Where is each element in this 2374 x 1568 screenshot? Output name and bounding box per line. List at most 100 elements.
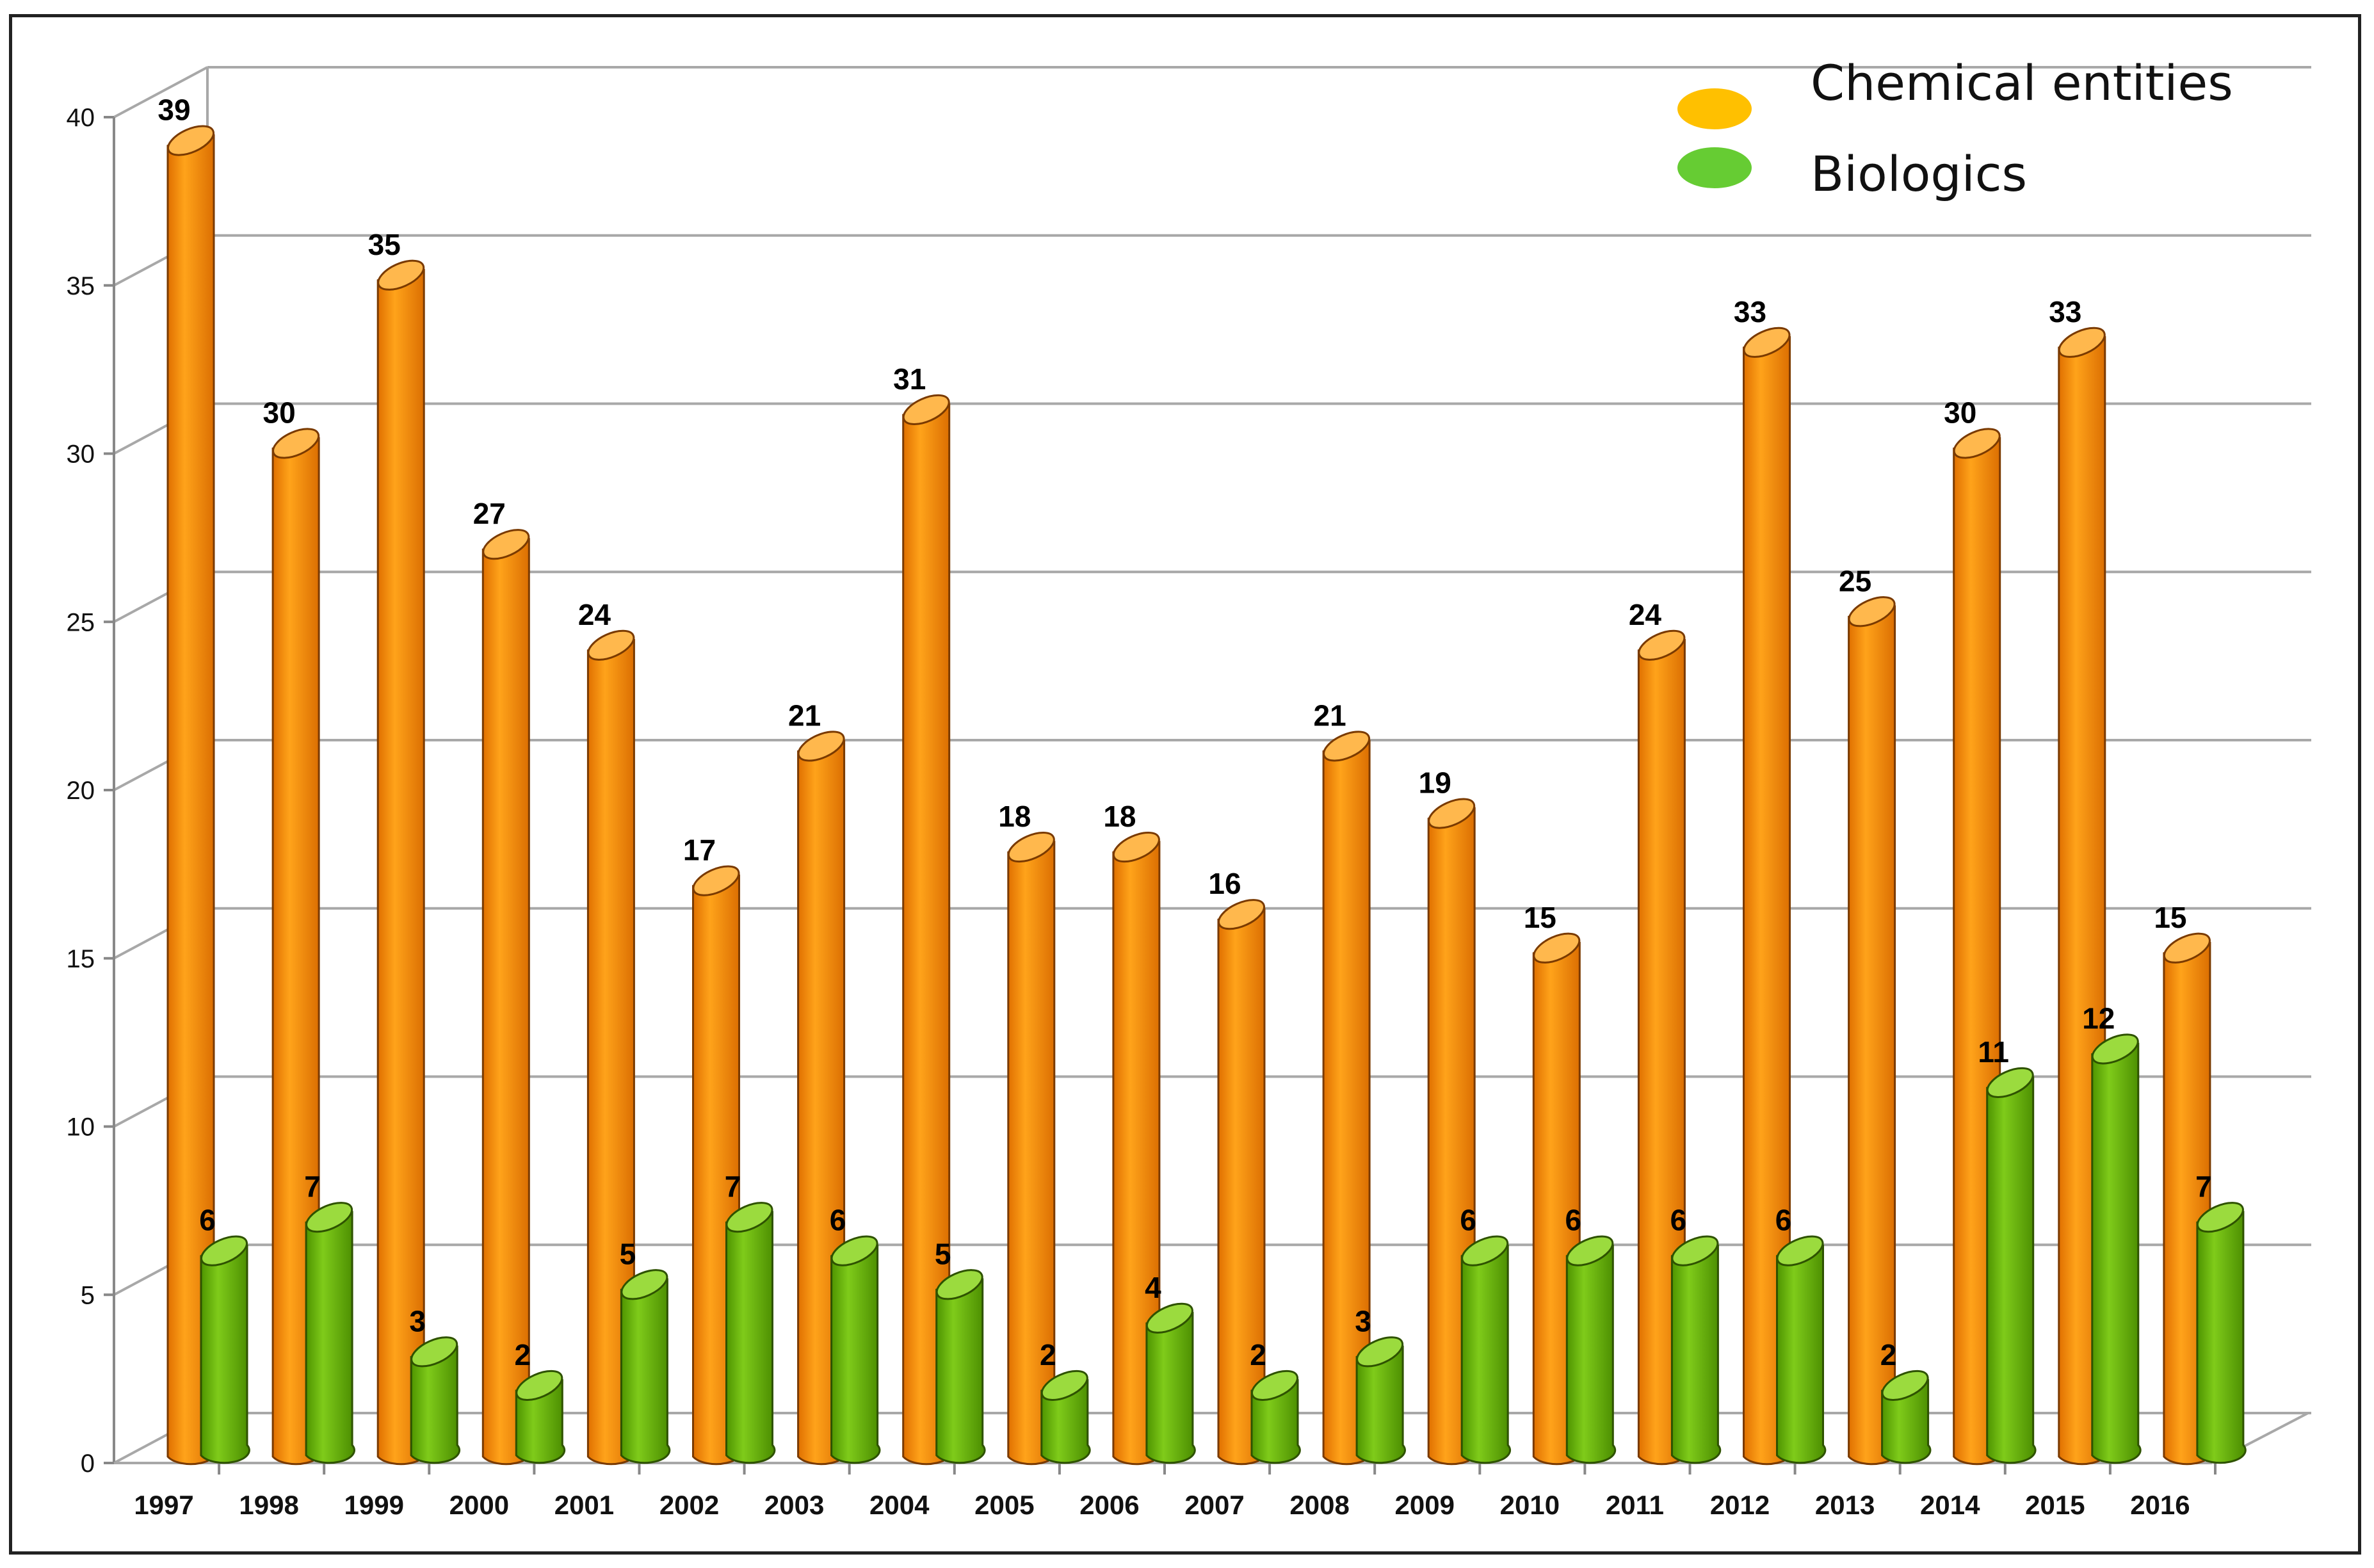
data-label-chemical-entities-2002: 17 xyxy=(683,834,716,867)
data-label-biologics-2013: 2 xyxy=(1880,1338,1897,1371)
bar-cap xyxy=(1040,1370,1088,1401)
bar-body xyxy=(1848,605,1898,1466)
y-tick-label: 40 xyxy=(67,104,95,132)
x-tick-label: 2015 xyxy=(2025,1490,2085,1520)
bar-cap xyxy=(410,1336,458,1368)
data-label-biologics-2014: 11 xyxy=(1978,1035,2009,1069)
data-label-biologics-1997: 6 xyxy=(199,1204,216,1237)
bar-cap xyxy=(200,1235,248,1266)
bar-biologics-2015 xyxy=(2091,1033,2142,1464)
bar-cap xyxy=(305,1202,353,1233)
bar-body xyxy=(725,1211,776,1464)
x-tick-label: 2007 xyxy=(1184,1490,1244,1520)
data-label-chemical-entities-2011: 24 xyxy=(1629,598,1662,631)
y-tick-label: 30 xyxy=(67,440,95,469)
data-labels: 3963073532722451772163151821841622131961… xyxy=(157,93,2211,1371)
data-label-chemical-entities-1998: 30 xyxy=(263,396,296,430)
data-label-chemical-entities-2005: 18 xyxy=(998,800,1031,833)
bar-cap xyxy=(515,1370,563,1401)
bar-cap xyxy=(620,1269,668,1300)
bar-body xyxy=(1565,1244,1617,1464)
bar-biologics-2016 xyxy=(2196,1202,2247,1464)
bar-cap xyxy=(1533,932,1581,964)
data-label-biologics-2000: 2 xyxy=(515,1338,531,1371)
y-tick-label: 35 xyxy=(67,272,95,300)
y-tick-label: 20 xyxy=(67,777,95,805)
bar-cap xyxy=(1461,1235,1509,1266)
bar-cap xyxy=(2091,1033,2139,1065)
bar-body xyxy=(935,1278,986,1464)
bar-body xyxy=(2091,1042,2142,1464)
bar-cap xyxy=(1323,731,1371,762)
bar-body xyxy=(830,1244,881,1464)
data-label-chemical-entities-2007: 16 xyxy=(1208,867,1241,900)
bar-body xyxy=(1355,1345,1406,1464)
data-label-chemical-entities-2008: 21 xyxy=(1314,699,1346,732)
data-label-biologics-2004: 5 xyxy=(935,1237,951,1270)
x-tick-label: 2016 xyxy=(2130,1490,2190,1520)
x-tick-label: 2009 xyxy=(1395,1490,1455,1520)
data-label-biologics-2010: 6 xyxy=(1565,1204,1582,1237)
y-tick-label: 5 xyxy=(81,1281,95,1309)
data-label-chemical-entities-2003: 21 xyxy=(788,699,821,732)
data-label-biologics-1998: 7 xyxy=(304,1170,321,1203)
bar-body xyxy=(2196,1211,2247,1464)
data-label-chemical-entities-1997: 39 xyxy=(157,93,190,127)
data-label-chemical-entities-2000: 27 xyxy=(473,497,506,530)
data-label-chemical-entities-2012: 33 xyxy=(1734,295,1766,328)
x-tick-label: 1998 xyxy=(239,1490,298,1520)
bar-biologics-2003 xyxy=(830,1235,881,1464)
bar-cap xyxy=(692,865,740,896)
data-label-biologics-1999: 3 xyxy=(409,1304,426,1338)
bar-biologics-2011 xyxy=(1670,1235,1722,1464)
bar-cap xyxy=(377,259,425,291)
bar-body xyxy=(620,1278,671,1464)
data-label-biologics-2007: 2 xyxy=(1250,1338,1266,1371)
bar-cap xyxy=(1218,899,1265,930)
x-tick-label: 2001 xyxy=(554,1490,614,1520)
x-tick-label: 2012 xyxy=(1710,1490,1770,1520)
bar-cap xyxy=(1953,428,2001,459)
bar-body xyxy=(1040,1379,1091,1464)
y-tick-label: 25 xyxy=(67,608,95,636)
y-tick-label: 10 xyxy=(67,1113,95,1142)
bar-chemical-entities-2013 xyxy=(1848,596,1898,1466)
bar-body xyxy=(1881,1379,1932,1464)
legend-label-biologics: Biologics xyxy=(1811,145,2027,202)
bar-chemical-entities-2000 xyxy=(481,529,533,1466)
bar-cap xyxy=(1112,832,1160,863)
x-tick-label: 2004 xyxy=(869,1490,930,1520)
bar-cap xyxy=(1145,1302,1193,1334)
bar-cap xyxy=(902,394,950,426)
bar-cap xyxy=(1356,1336,1404,1368)
bar-biologics-2000 xyxy=(515,1370,566,1464)
bar-series xyxy=(166,125,2247,1466)
x-tick-label: 2011 xyxy=(1606,1490,1664,1520)
data-label-chemical-entities-2013: 25 xyxy=(1839,564,1871,597)
bar-cap xyxy=(725,1202,773,1233)
data-label-chemical-entities-2001: 24 xyxy=(578,598,611,631)
data-label-chemical-entities-2006: 18 xyxy=(1103,800,1136,833)
x-tick-label: 1999 xyxy=(344,1490,404,1520)
data-label-chemical-entities-2016: 15 xyxy=(2154,901,2186,934)
bar-biologics-2010 xyxy=(1565,1235,1617,1464)
bar-biologics-1997 xyxy=(200,1235,250,1464)
bar-cap xyxy=(1638,629,1686,661)
x-tick-label: 2010 xyxy=(1500,1490,1560,1520)
bar-body xyxy=(1670,1244,1722,1464)
bar-body xyxy=(1776,1244,1827,1464)
data-label-biologics-2011: 6 xyxy=(1670,1204,1687,1237)
bar-cap xyxy=(1428,798,1476,829)
bar-body xyxy=(1145,1311,1196,1464)
x-tick-label: 2014 xyxy=(1920,1490,1980,1520)
data-label-chemical-entities-2009: 19 xyxy=(1419,766,1451,800)
bar-body xyxy=(1986,1076,2037,1464)
bar-chemical-entities-2007 xyxy=(1217,899,1268,1466)
bar-biologics-2005 xyxy=(1040,1370,1091,1464)
bar-chemical-entities-1999 xyxy=(376,259,428,1466)
x-tick-label: 2003 xyxy=(764,1490,824,1520)
bar-cap xyxy=(482,529,530,560)
legend-label-chemical-entities: Chemical entities xyxy=(1811,54,2233,111)
bar-biologics-2002 xyxy=(725,1202,776,1464)
